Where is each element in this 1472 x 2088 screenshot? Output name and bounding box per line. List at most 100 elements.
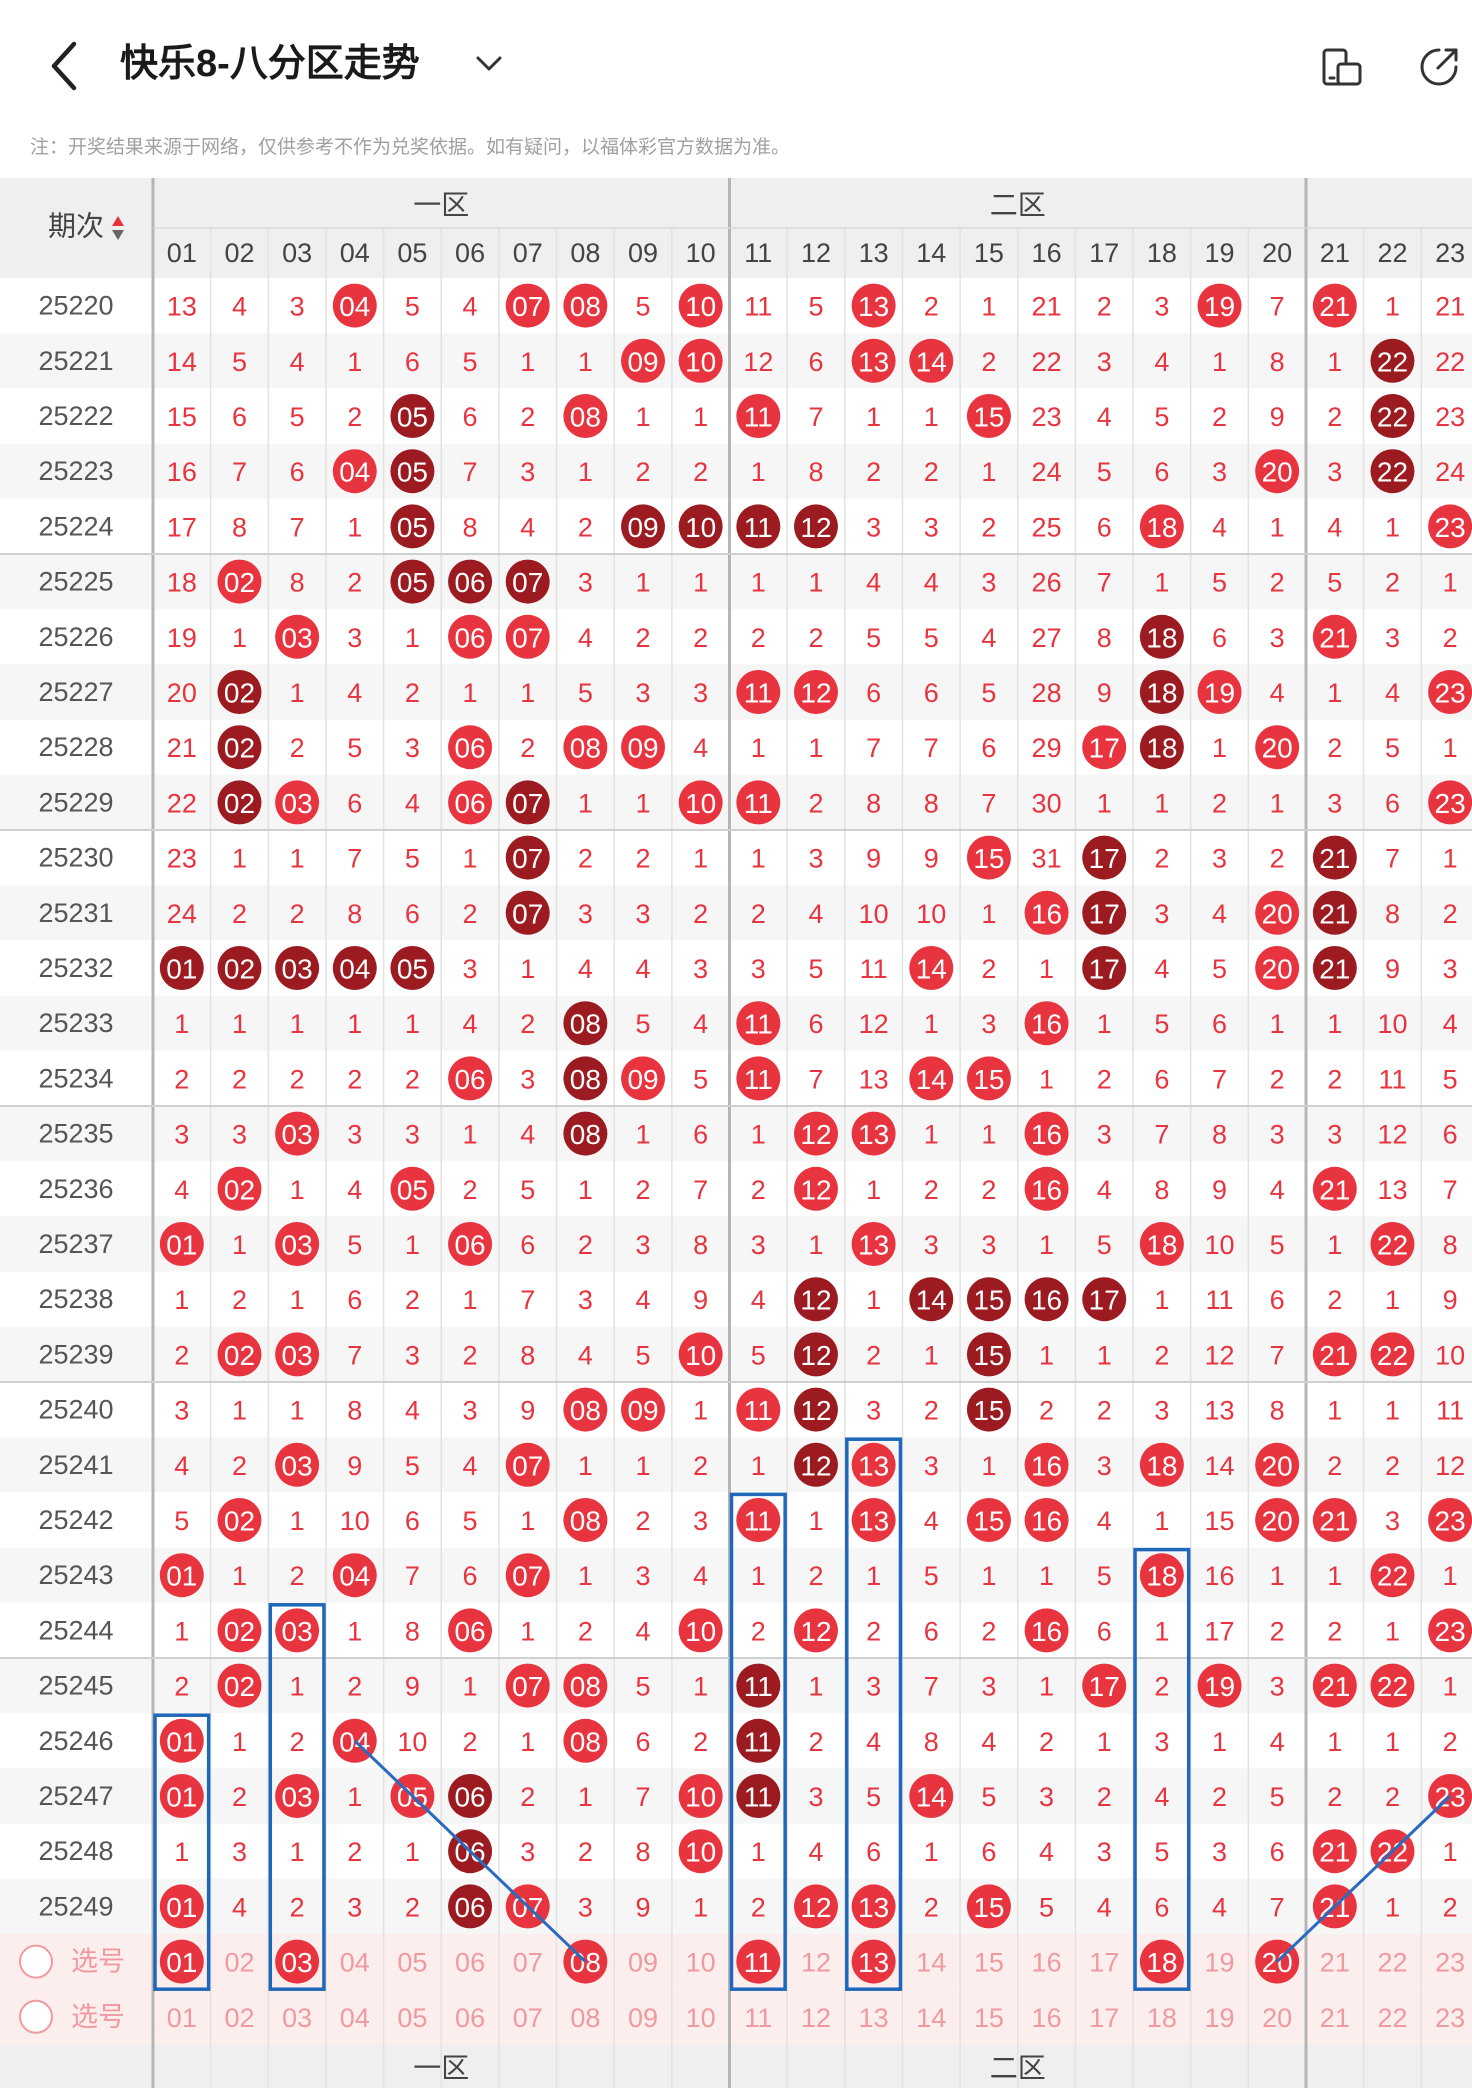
number-ball <box>793 1387 838 1432</box>
miss-count: 4 <box>1039 1837 1054 1867</box>
picked-ball[interactable] <box>159 1939 204 1984</box>
select-number[interactable]: 12 <box>801 1948 831 1978</box>
miss-count: 7 <box>1097 568 1112 598</box>
select-number[interactable]: 23 <box>1435 1948 1465 1978</box>
miss-count: 2 <box>1327 1451 1342 1481</box>
select-number[interactable]: 18 <box>1147 2003 1177 2033</box>
select-label[interactable]: 选号 <box>71 1947 125 1977</box>
number-ball <box>1255 1442 1300 1487</box>
picked-number[interactable]: 13 <box>858 1947 889 1978</box>
miss-count: 2 <box>1443 623 1458 653</box>
back-arrow-icon[interactable] <box>40 36 90 96</box>
miss-count: 2 <box>924 457 939 487</box>
select-number[interactable]: 10 <box>686 2003 716 2033</box>
ball-number: 08 <box>570 402 601 433</box>
select-number[interactable]: 20 <box>1262 2003 1292 2033</box>
select-number[interactable]: 19 <box>1205 2003 1235 2033</box>
share-icon[interactable] <box>1416 44 1462 90</box>
select-number[interactable]: 06 <box>455 1948 485 1978</box>
select-number[interactable]: 04 <box>340 2003 370 2033</box>
select-number[interactable]: 16 <box>1032 1948 1062 1978</box>
select-number[interactable]: 15 <box>974 2003 1004 2033</box>
select-number[interactable]: 05 <box>397 1948 427 1978</box>
select-number[interactable]: 15 <box>974 1948 1004 1978</box>
miss-count: 2 <box>1097 1782 1112 1812</box>
miss-count: 1 <box>1039 1561 1054 1591</box>
select-number[interactable]: 08 <box>570 2003 600 2033</box>
miss-count: 3 <box>1327 788 1342 818</box>
ball-number: 16 <box>1031 1285 1062 1316</box>
miss-count: 6 <box>1212 623 1227 653</box>
sort-down-icon[interactable] <box>112 230 124 240</box>
select-radio[interactable] <box>19 1999 53 2034</box>
select-number[interactable]: 07 <box>513 2003 543 2033</box>
select-number[interactable]: 01 <box>167 2003 197 2033</box>
ball-number: 07 <box>512 1450 543 1481</box>
select-number[interactable]: 23 <box>1435 2003 1465 2033</box>
number-ball <box>275 1774 320 1818</box>
chevron-down-icon[interactable] <box>472 48 506 78</box>
ball-number: 08 <box>570 1064 601 1095</box>
miss-count: 4 <box>463 1451 478 1481</box>
miss-count: 5 <box>232 347 247 377</box>
miss-count: 1 <box>636 568 651 598</box>
miss-count: 9 <box>1097 678 1112 708</box>
select-number[interactable]: 14 <box>916 1948 946 1978</box>
select-number[interactable]: 22 <box>1377 2003 1407 2033</box>
picked-number[interactable]: 01 <box>166 1947 197 1978</box>
select-number[interactable]: 17 <box>1089 2003 1119 2033</box>
layout-switch-icon[interactable] <box>1320 44 1366 90</box>
miss-count: 8 <box>520 1340 535 1370</box>
miss-count: 1 <box>1154 568 1169 598</box>
picked-number[interactable]: 18 <box>1146 1947 1177 1978</box>
miss-count: 3 <box>1270 1120 1285 1150</box>
select-number[interactable]: 07 <box>513 1948 543 1978</box>
picked-number[interactable]: 11 <box>744 1947 773 1978</box>
ball-number: 06 <box>454 622 485 653</box>
miss-count: 1 <box>1154 1506 1169 1536</box>
miss-count: 9 <box>520 1396 535 1426</box>
picked-ball[interactable] <box>851 1939 896 1984</box>
select-number[interactable]: 05 <box>397 2003 427 2033</box>
picked-number[interactable]: 03 <box>282 1947 313 1978</box>
select-number[interactable]: 14 <box>916 2003 946 2033</box>
miss-count: 1 <box>463 678 478 708</box>
miss-count: 12 <box>743 347 773 377</box>
number-ball <box>851 283 896 328</box>
select-number[interactable]: 22 <box>1377 1948 1407 1978</box>
ball-number: 18 <box>1146 1450 1177 1481</box>
select-number[interactable]: 10 <box>686 1948 716 1978</box>
picked-ball[interactable] <box>275 1939 320 1984</box>
select-number[interactable]: 03 <box>282 2003 312 2033</box>
select-number[interactable]: 02 <box>224 2003 254 2033</box>
ball-number: 11 <box>744 402 773 433</box>
ball-number: 07 <box>512 291 543 322</box>
number-ball <box>1370 338 1415 383</box>
miss-count: 5 <box>924 623 939 653</box>
miss-count: 1 <box>347 347 362 377</box>
sort-up-icon[interactable] <box>112 216 124 226</box>
select-number[interactable]: 11 <box>744 2003 772 2033</box>
select-number[interactable]: 09 <box>628 2003 658 2033</box>
picked-ball[interactable] <box>1139 1939 1184 1984</box>
miss-count: 5 <box>981 678 996 708</box>
select-number[interactable]: 17 <box>1089 1948 1119 1978</box>
select-number[interactable]: 21 <box>1320 1948 1350 1978</box>
number-ball <box>217 780 262 825</box>
period-label: 25241 <box>38 1450 113 1480</box>
select-number[interactable]: 02 <box>224 1948 254 1978</box>
select-number[interactable]: 12 <box>801 2003 831 2033</box>
select-number[interactable]: 06 <box>455 2003 485 2033</box>
select-label[interactable]: 选号 <box>71 2002 125 2032</box>
ball-number: 14 <box>916 1782 947 1813</box>
select-number[interactable]: 19 <box>1205 1948 1235 1978</box>
select-radio[interactable] <box>19 1944 53 1979</box>
select-number[interactable]: 21 <box>1320 2003 1350 2033</box>
picked-ball[interactable] <box>736 1939 781 1984</box>
select-number[interactable]: 13 <box>859 2003 889 2033</box>
select-number[interactable]: 04 <box>340 1948 370 1978</box>
select-number[interactable]: 16 <box>1032 2003 1062 2033</box>
select-number[interactable]: 09 <box>628 1948 658 1978</box>
number-ball <box>678 504 723 549</box>
